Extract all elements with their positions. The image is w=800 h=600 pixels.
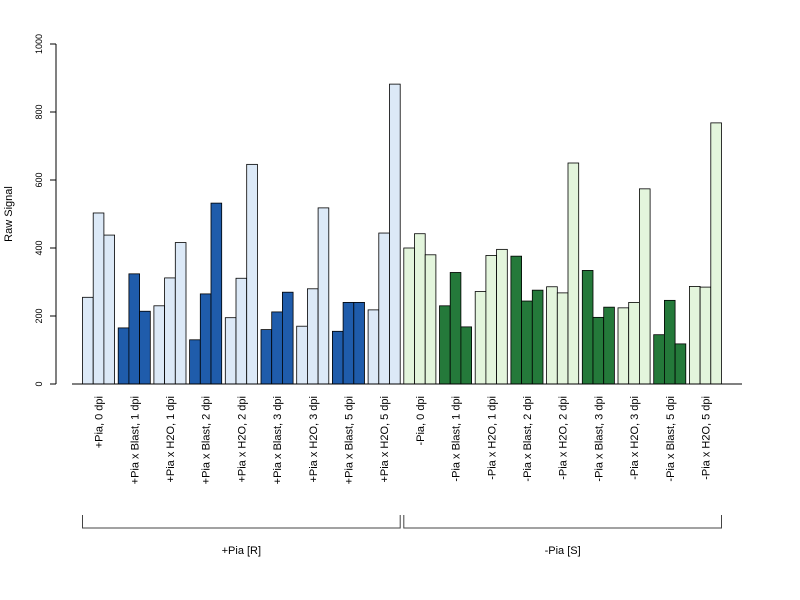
category-label: +Pia, 0 dpi xyxy=(94,396,106,448)
category-label: -Pia x H2O, 2 dpi xyxy=(558,396,570,480)
bar xyxy=(699,286,712,385)
bar xyxy=(189,339,201,385)
bar xyxy=(103,234,116,385)
bar xyxy=(496,248,508,385)
bar xyxy=(556,292,569,385)
bar xyxy=(689,286,701,385)
category-label: +Pia x Blast, 1 dpi xyxy=(129,396,141,484)
bar xyxy=(367,309,380,385)
bar xyxy=(331,330,344,385)
bar xyxy=(210,202,223,385)
group-brackets: +Pia [R] -Pia [S] xyxy=(82,515,722,557)
bar xyxy=(306,288,319,385)
bar xyxy=(603,306,615,385)
bar xyxy=(485,255,497,385)
bar xyxy=(567,162,580,385)
y-axis: 0 200 400 600 800 1000 xyxy=(34,34,57,387)
y-tick-label: 800 xyxy=(34,104,44,119)
bar xyxy=(235,277,248,385)
bar xyxy=(224,317,237,385)
category-labels: +Pia, 0 dpi +Pia x Blast, 1 dpi +Pia x H2O… xyxy=(94,396,713,484)
bar xyxy=(199,293,212,385)
category-label: +Pia x H2O, 3 dpi xyxy=(308,396,320,483)
bar xyxy=(342,301,355,385)
bar xyxy=(389,83,401,385)
bar xyxy=(260,329,273,385)
bar xyxy=(281,291,294,385)
bar xyxy=(174,242,187,385)
category-label: -Pia x Blast, 5 dpi xyxy=(665,396,677,482)
category-label: -Pia x Blast, 2 dpi xyxy=(522,396,534,482)
group-label: -Pia [S] xyxy=(545,545,581,557)
bar xyxy=(424,254,437,385)
group-bracket xyxy=(82,515,401,529)
group-bracket xyxy=(403,515,722,529)
category-label: -Pia x H2O, 5 dpi xyxy=(700,396,712,480)
bar xyxy=(531,289,544,385)
bar xyxy=(449,272,462,385)
bar xyxy=(403,247,415,385)
bar xyxy=(639,188,651,385)
group-label: +Pia [R] xyxy=(222,545,261,557)
bar xyxy=(521,300,533,385)
y-tick-label: 400 xyxy=(34,240,44,255)
bars-layer xyxy=(82,83,722,385)
y-axis-label: Raw Signal xyxy=(3,186,15,242)
category-label: -Pia x H2O, 1 dpi xyxy=(486,396,498,480)
category-label: +Pia x H2O, 1 dpi xyxy=(165,396,177,483)
bar xyxy=(296,325,308,385)
bar xyxy=(674,343,687,385)
category-label: +Pia x Blast, 3 dpi xyxy=(272,396,284,484)
bar xyxy=(710,122,722,385)
bar xyxy=(546,286,558,385)
bar xyxy=(317,207,330,385)
y-tick-label: 600 xyxy=(34,172,44,187)
bar xyxy=(246,163,258,385)
bar xyxy=(653,334,665,385)
y-tick-label: 1000 xyxy=(34,34,44,54)
bar xyxy=(439,305,451,385)
bar xyxy=(92,212,105,385)
bar xyxy=(117,327,130,385)
bar xyxy=(139,310,151,385)
bar xyxy=(617,307,630,385)
bar xyxy=(592,316,605,385)
category-label: +Pia x Blast, 2 dpi xyxy=(201,396,213,484)
bar xyxy=(414,233,426,385)
category-label: +Pia x Blast, 5 dpi xyxy=(343,396,355,484)
category-label: -Pia x H2O, 3 dpi xyxy=(629,396,641,480)
y-tick-label: 0 xyxy=(34,381,44,386)
y-tick-label: 200 xyxy=(34,308,44,323)
category-label: -Pia x Blast, 3 dpi xyxy=(593,396,605,482)
category-label: +Pia x H2O, 2 dpi xyxy=(236,396,248,483)
category-label: +Pia x H2O, 5 dpi xyxy=(379,396,391,483)
bar xyxy=(628,301,640,385)
bar xyxy=(153,305,165,385)
bar xyxy=(474,291,487,385)
bar xyxy=(460,326,472,385)
category-label: -Pia x Blast, 1 dpi xyxy=(451,396,463,482)
bar xyxy=(353,301,365,385)
bar xyxy=(378,232,390,385)
bar xyxy=(581,270,594,385)
bar xyxy=(164,277,176,385)
bar xyxy=(128,273,140,385)
category-label: -Pia, 0 dpi xyxy=(415,396,427,446)
bar xyxy=(82,296,94,385)
bar xyxy=(664,299,676,385)
bar xyxy=(271,311,283,385)
bar xyxy=(510,255,522,385)
